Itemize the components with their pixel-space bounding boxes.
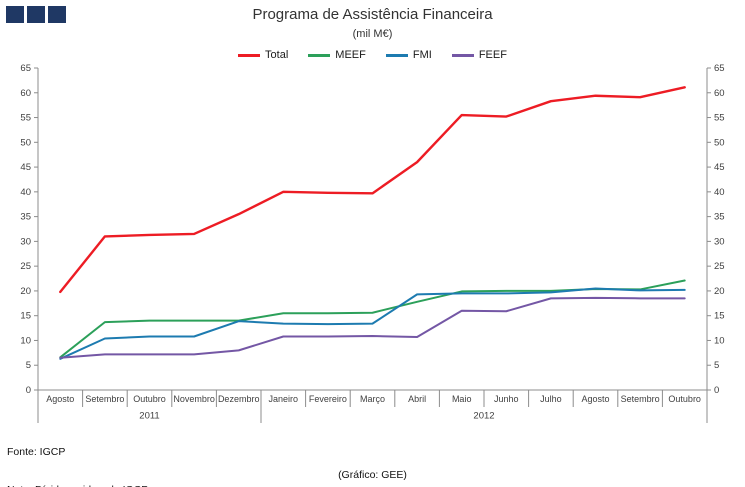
- x-axis-label: Junho: [494, 394, 519, 404]
- legend-item-total: Total: [238, 49, 288, 61]
- legend-label: FEEF: [478, 49, 507, 61]
- y-axis-label-right: 0: [714, 385, 719, 396]
- logo-square: [48, 6, 66, 23]
- legend-line-swatch: [238, 53, 261, 57]
- legend-item-feef: FEEF: [451, 49, 507, 61]
- y-axis-label-left: 15: [20, 311, 31, 322]
- y-axis-label-right: 15: [714, 311, 725, 322]
- y-axis-label-right: 55: [714, 113, 725, 124]
- chart-legend: Total MEEF FMI FEEF: [0, 49, 745, 61]
- legend-line-swatch: [451, 53, 474, 57]
- y-axis-label-right: 40: [714, 187, 725, 198]
- y-axis-label-left: 60: [20, 88, 31, 99]
- legend-line-swatch: [385, 53, 408, 57]
- y-axis-label-left: 20: [20, 286, 31, 297]
- chart-subtitle: (mil M€): [352, 28, 393, 40]
- x-axis-label: Dezembro: [218, 394, 260, 404]
- legend-label: FMI: [412, 49, 432, 61]
- y-axis-label-left: 65: [20, 63, 31, 74]
- y-axis-label-left: 50: [20, 137, 31, 148]
- y-axis-label-right: 35: [714, 212, 725, 223]
- series-line-meef: [59, 279, 686, 359]
- y-axis-label-right: 45: [714, 162, 725, 173]
- logo-square: [6, 6, 24, 23]
- note-line: Fonte: IGCP: [7, 446, 66, 459]
- x-axis-label: Maio: [452, 394, 472, 404]
- y-axis-label-left: 0: [26, 385, 31, 396]
- x-axis-label: Abril: [408, 394, 426, 404]
- legend-line-swatch: [308, 53, 331, 57]
- y-axis-label-left: 35: [20, 212, 31, 223]
- note-line: Nota: Dívida gerida pelo IGCP: [7, 484, 273, 487]
- y-axis-label-right: 65: [714, 63, 725, 74]
- y-axis-label-left: 30: [20, 236, 31, 247]
- x-axis-label: Outubro: [668, 394, 701, 404]
- year-label: 2012: [473, 411, 494, 422]
- logo-square: [27, 6, 45, 23]
- legend-label: MEEF: [335, 49, 366, 61]
- y-axis-label-left: 45: [20, 162, 31, 173]
- chart-credit: (Gráfico: GEE): [338, 469, 407, 481]
- y-axis-label-left: 5: [26, 360, 31, 371]
- x-axis-label: Outubro: [133, 394, 166, 404]
- y-axis-label-right: 25: [714, 261, 725, 272]
- y-axis-label-left: 55: [20, 113, 31, 124]
- y-axis-label-left: 10: [20, 335, 31, 346]
- x-axis-label: Agosto: [46, 394, 74, 404]
- x-axis-label: Novembro: [173, 394, 215, 404]
- x-axis-label: Fevereiro: [309, 394, 347, 404]
- y-axis-label-left: 25: [20, 261, 31, 272]
- y-axis-label-left: 40: [20, 187, 31, 198]
- y-axis-label-right: 10: [714, 335, 725, 346]
- chart-title: Programa de Assistência Financeira: [252, 6, 493, 23]
- y-axis-label-right: 30: [714, 236, 725, 247]
- x-axis-label: Março: [360, 394, 385, 404]
- y-axis-label-right: 20: [714, 286, 725, 297]
- series-line-feef: [59, 296, 686, 359]
- x-axis-label: Setembro: [621, 394, 660, 404]
- y-axis-label-right: 50: [714, 137, 725, 148]
- chart-notes: Fonte: IGCP Nota: Dívida gerida pelo IGC…: [7, 421, 273, 487]
- legend-item-fmi: FMI: [385, 49, 432, 61]
- logo: [6, 6, 66, 23]
- x-axis-label: Setembro: [85, 394, 124, 404]
- x-axis-label: Janeiro: [269, 394, 299, 404]
- legend-item-meef: MEEF: [308, 49, 366, 61]
- series-line-fmi: [59, 287, 686, 360]
- y-axis-label-right: 60: [714, 88, 725, 99]
- year-label: 2011: [139, 411, 159, 422]
- legend-label: Total: [265, 49, 289, 61]
- x-axis-label: Agosto: [581, 394, 609, 404]
- y-axis-label-right: 5: [714, 360, 719, 371]
- x-axis-label: Julho: [540, 394, 562, 404]
- series-line-total: [59, 86, 686, 294]
